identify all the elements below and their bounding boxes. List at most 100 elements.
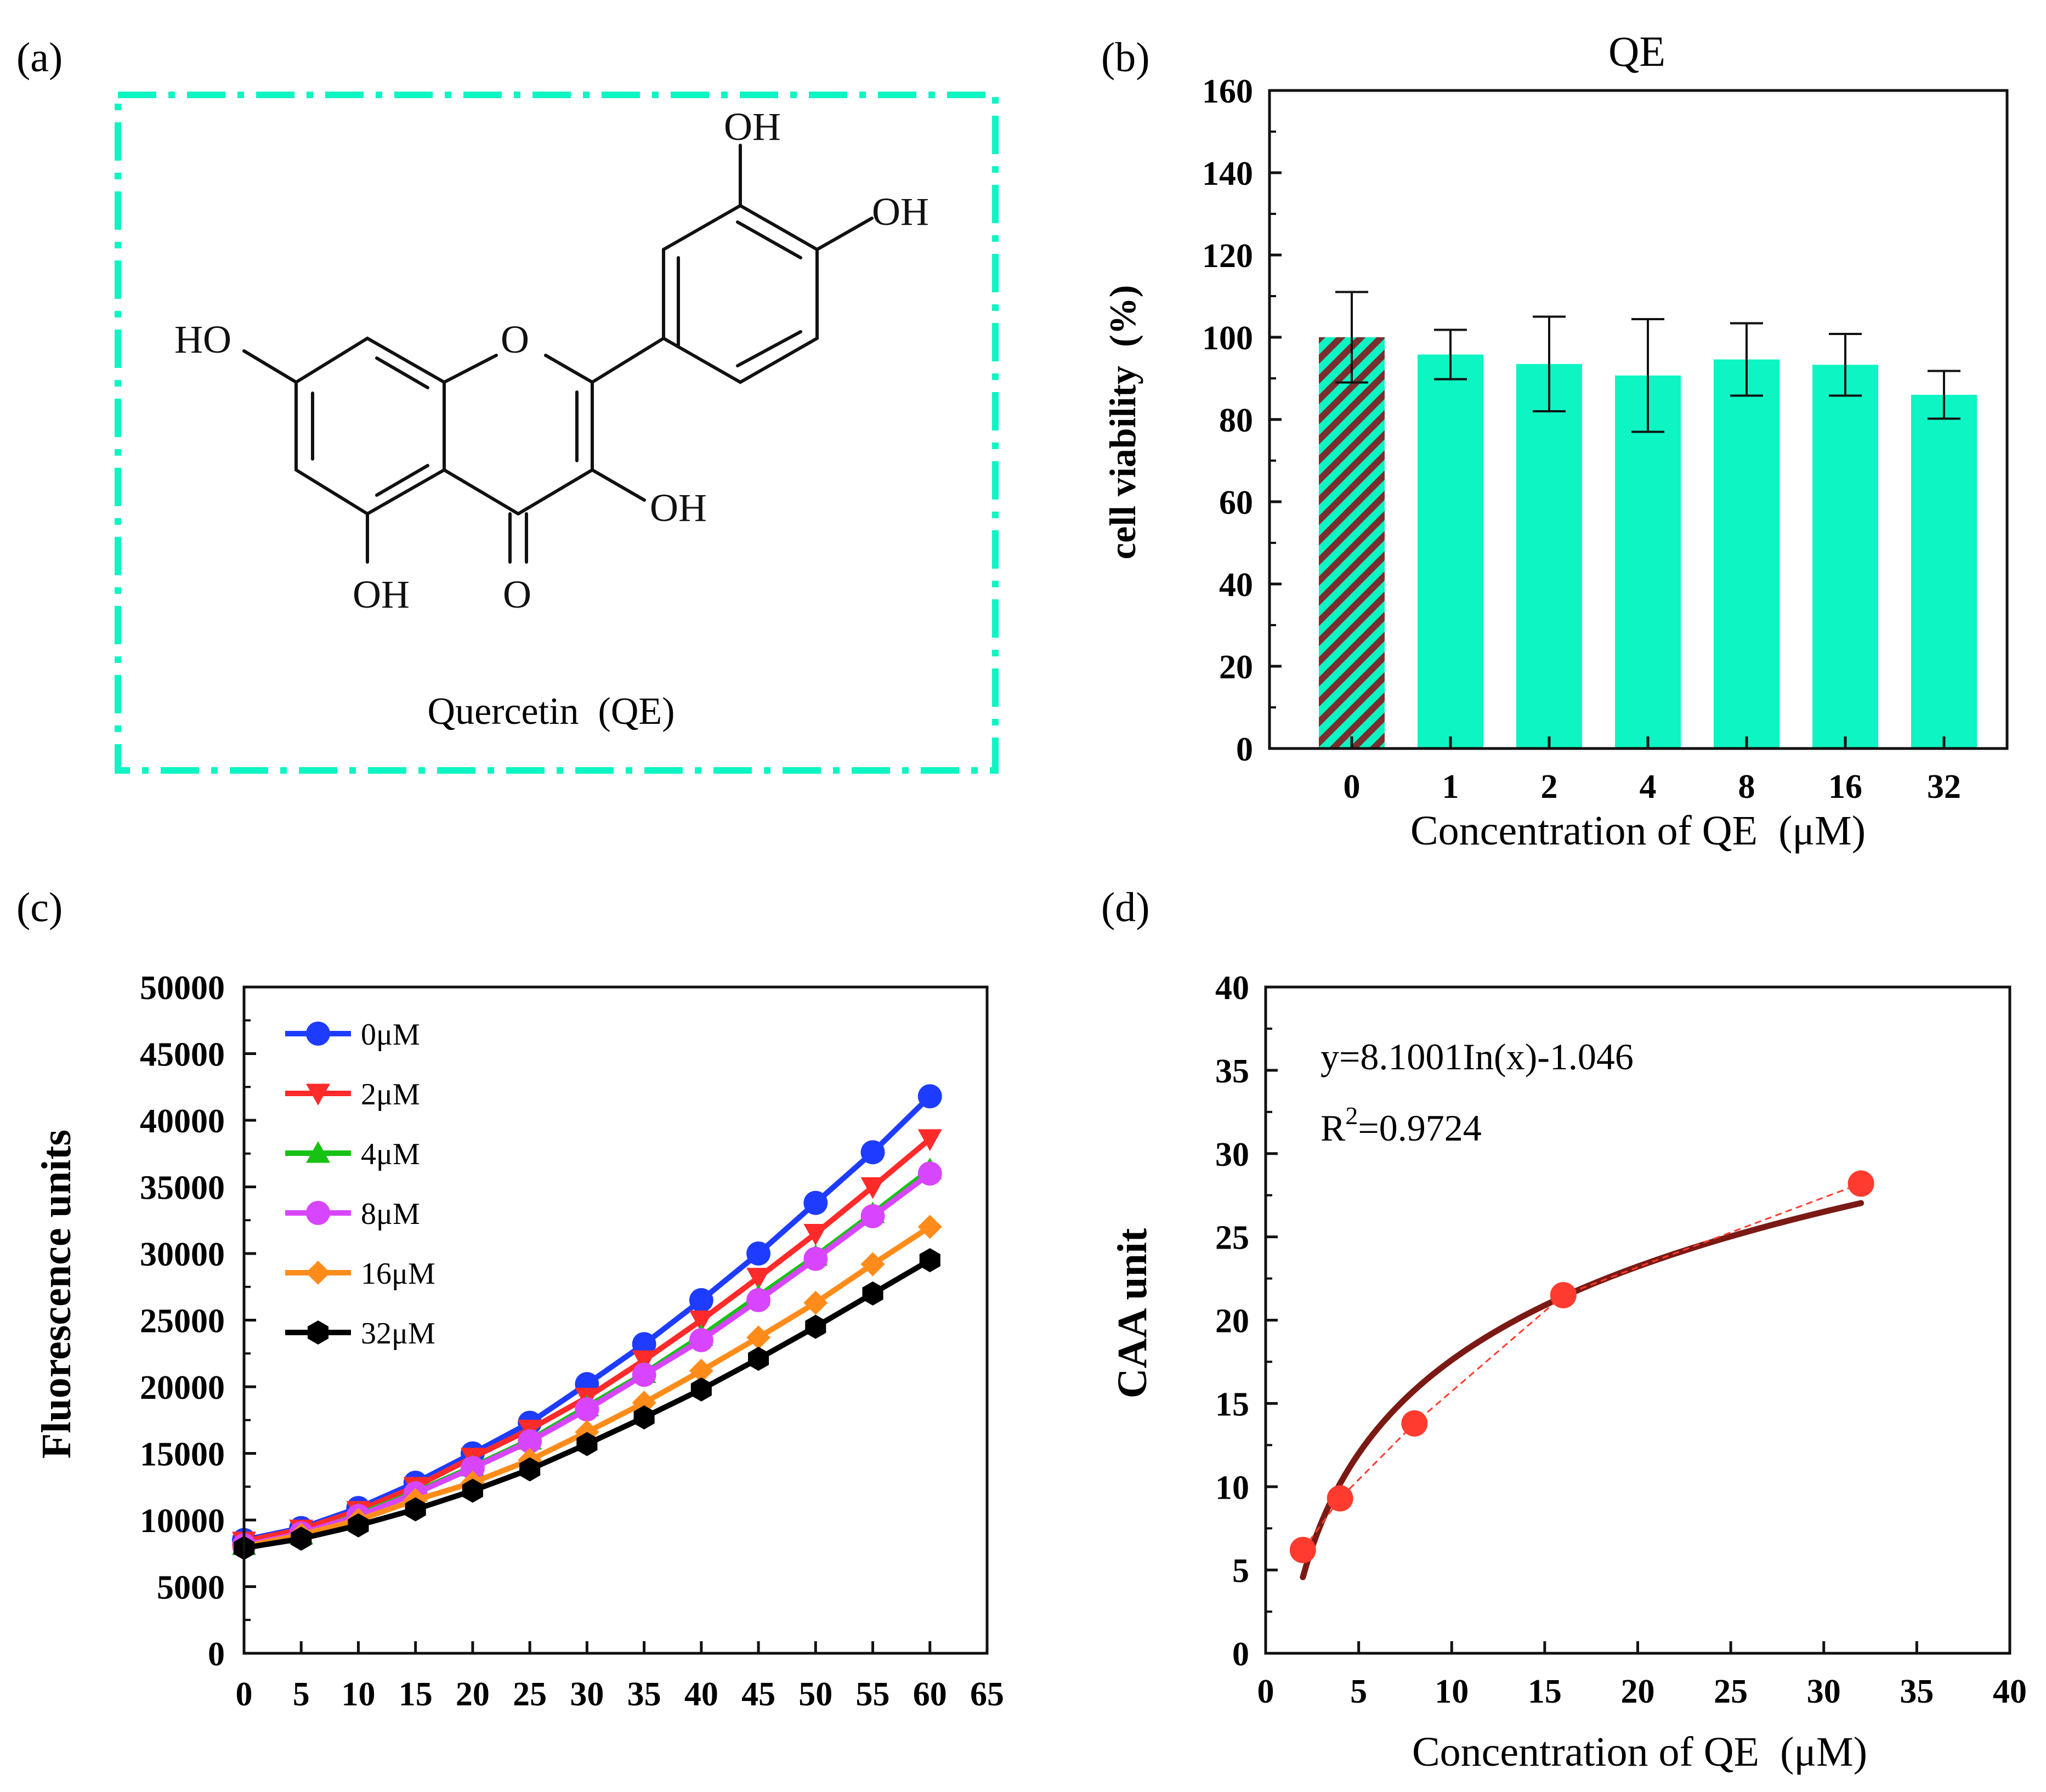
- fit-curve: [1300, 1200, 1864, 1580]
- data-point: [405, 1497, 426, 1522]
- chart-b-frame: [1268, 89, 2009, 750]
- legend-marker: [306, 1084, 330, 1105]
- data-point: [862, 1281, 883, 1306]
- data-point: [805, 1314, 826, 1339]
- data-point: [291, 1527, 312, 1551]
- y-tick-label: 5000: [157, 1569, 225, 1607]
- y-tick-label: 20: [1219, 649, 1253, 686]
- y-tick-label: 50000: [140, 969, 225, 1007]
- data-point: [917, 1129, 942, 1152]
- x-tick-label: 20: [1621, 1673, 1655, 1710]
- chart-d-r2-sup: 2: [1345, 1102, 1358, 1130]
- chart-d-r2-prefix: R: [1320, 1107, 1346, 1149]
- x-tick-label: 35: [627, 1676, 661, 1713]
- data-point: [803, 1246, 828, 1271]
- y-tick-label: 0: [1232, 1636, 1249, 1673]
- chart-b-xlabel: Concentration of QE (μM): [1410, 808, 1866, 854]
- label-ring-oxygen: O: [501, 317, 529, 361]
- legend-label: 32μM: [361, 1317, 435, 1351]
- y-tick-label: 140: [1202, 155, 1253, 192]
- data-point: [1289, 1536, 1316, 1563]
- x-tick-label: 10: [1435, 1673, 1469, 1710]
- data-point: [803, 1223, 828, 1246]
- legend-label: 8μM: [361, 1197, 420, 1231]
- chart-b-title: QE: [1608, 27, 1665, 75]
- data-point: [689, 1328, 713, 1352]
- y-tick-label: 5: [1232, 1552, 1249, 1590]
- y-tick-label: 15000: [140, 1436, 225, 1473]
- bar: [1319, 337, 1385, 748]
- x-tick-label: 16: [1828, 768, 1862, 806]
- data-point: [746, 1268, 771, 1290]
- legend-marker: [307, 1320, 329, 1345]
- x-tick-label: 2: [1541, 768, 1558, 806]
- x-tick-label: 8: [1738, 768, 1755, 806]
- data-point: [1847, 1170, 1874, 1197]
- y-tick-label: 35000: [140, 1170, 225, 1207]
- x-tick-label: 0: [236, 1676, 253, 1713]
- label-oh-right: OH: [872, 190, 929, 234]
- data-point: [746, 1325, 771, 1350]
- x-tick-label: 15: [1528, 1673, 1562, 1710]
- x-tick-label: 30: [570, 1676, 604, 1713]
- panel-b: (b) QE cell viability (%) Concentration …: [1101, 27, 2009, 854]
- label-carbonyl-oxygen: O: [503, 572, 531, 616]
- panel-a: (a): [16, 35, 999, 774]
- data-point: [632, 1391, 656, 1415]
- label-oh-c5: OH: [353, 572, 410, 616]
- x-tick-label: 5: [293, 1676, 310, 1713]
- chart-d-frame: [1264, 985, 2011, 1655]
- chart-d-equation: y=8.1001In(x)-1.046: [1320, 1036, 1634, 1078]
- x-tick-label: 35: [1900, 1673, 1934, 1710]
- data-point: [689, 1288, 713, 1313]
- y-tick-label: 15: [1215, 1386, 1249, 1423]
- bar: [1812, 365, 1878, 748]
- bar: [1418, 354, 1483, 748]
- data-point: [632, 1332, 656, 1357]
- legend-label: 0μM: [361, 1018, 420, 1052]
- x-tick-label: 60: [913, 1676, 947, 1713]
- legend-marker: [306, 1261, 330, 1285]
- data-point: [462, 1478, 483, 1503]
- chart-d-xlabel: Concentration of QE (μM): [1412, 1729, 1867, 1775]
- chart-d-r2-value: =0.9724: [1358, 1107, 1481, 1149]
- y-tick-label: 45000: [140, 1036, 225, 1074]
- y-tick-label: 20000: [140, 1369, 225, 1407]
- x-tick-label: 0: [1344, 768, 1361, 806]
- data-point: [633, 1405, 655, 1430]
- legend-marker: [306, 1141, 330, 1163]
- chart-d-ylabel: CAA unit: [1109, 1228, 1155, 1398]
- x-tick-label: 65: [970, 1676, 1004, 1713]
- x-tick-label: 10: [341, 1676, 375, 1713]
- data-point: [689, 1358, 713, 1383]
- data-point: [519, 1457, 541, 1482]
- data-point: [860, 1252, 885, 1277]
- bar: [1911, 395, 1977, 748]
- x-tick-label: 15: [399, 1676, 433, 1713]
- data-point: [690, 1377, 712, 1402]
- data-point: [1550, 1281, 1577, 1308]
- x-tick-label: 45: [741, 1676, 775, 1713]
- panel-c: (c) Fluorescence units 0 5000 10000 15000 20…: [16, 884, 1004, 1713]
- data-point: [1401, 1410, 1428, 1437]
- data-point: [632, 1350, 656, 1373]
- y-tick-label: 40: [1215, 969, 1249, 1007]
- y-tick-label: 60: [1219, 484, 1253, 521]
- panel-a-label: (a): [16, 35, 63, 81]
- x-tick-label: 40: [1993, 1673, 2027, 1710]
- panel-c-label: (c): [16, 884, 63, 931]
- data-point: [860, 1140, 885, 1165]
- bar: [1714, 359, 1779, 748]
- data-point: [460, 1456, 485, 1481]
- y-tick-label: 30000: [140, 1236, 225, 1273]
- data-point: [917, 1215, 942, 1239]
- x-tick-label: 55: [856, 1676, 890, 1713]
- x-tick-label: 25: [1714, 1673, 1748, 1710]
- chart-d-r2: R2=0.9724: [1320, 1102, 1482, 1149]
- structure-caption: Quercetin (QE): [428, 690, 675, 733]
- data-point: [575, 1397, 599, 1422]
- y-tick-label: 25: [1215, 1220, 1249, 1257]
- chart-c-frame: [242, 985, 989, 1655]
- y-tick-label: 100: [1202, 320, 1253, 357]
